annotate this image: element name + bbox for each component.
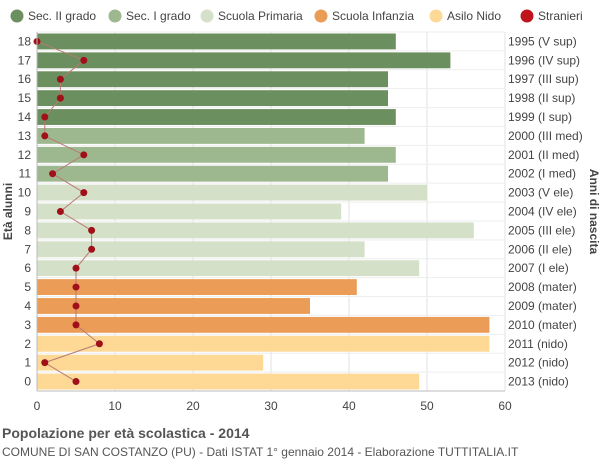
y-tick-label-right: 2004 (IV ele)	[508, 205, 577, 219]
y-tick-label: 5	[24, 280, 31, 294]
legend-marker	[429, 9, 443, 23]
bar	[37, 298, 310, 314]
y-tick-label-right: 2012 (nido)	[508, 356, 569, 370]
y-tick-label-right: 1998 (II sup)	[508, 91, 575, 105]
stranieri-point	[41, 359, 49, 367]
y-axis-title-right: Anni di nascita	[587, 169, 600, 255]
bar	[37, 52, 451, 69]
bar	[37, 165, 388, 182]
legend-label: Scuola Primaria	[218, 9, 303, 23]
stranieri-point	[56, 75, 64, 83]
x-tick-label: 60	[498, 399, 512, 413]
stranieri-point	[80, 151, 88, 159]
y-tick-label-right: 2010 (mater)	[508, 318, 577, 332]
bar	[37, 222, 474, 239]
y-tick-label-right: 2003 (V ele)	[508, 186, 573, 200]
y-tick-label: 13	[18, 129, 32, 143]
x-tick-label: 20	[186, 399, 200, 413]
y-tick-label-right: 1999 (I sup)	[508, 110, 572, 124]
legend-label: Sec. I grado	[126, 9, 191, 23]
y-tick-label: 4	[24, 299, 31, 313]
x-tick-label: 30	[264, 399, 278, 413]
bar	[37, 316, 490, 333]
stranieri-point	[72, 378, 80, 386]
y-tick-label: 12	[18, 148, 32, 162]
bar	[37, 203, 342, 220]
y-tick-label: 17	[18, 53, 32, 67]
y-tick-label: 16	[18, 72, 32, 86]
bar	[37, 33, 396, 50]
y-tick-label-right: 2000 (III med)	[508, 129, 583, 143]
stranieri-point	[95, 340, 103, 348]
stranieri-point	[72, 264, 80, 272]
y-tick-label: 1	[24, 356, 31, 370]
bar	[37, 127, 365, 144]
y-tick-label: 9	[24, 205, 31, 219]
stranieri-point	[80, 189, 88, 197]
legend-marker	[10, 9, 24, 23]
bar	[37, 90, 388, 107]
stranieri-point	[88, 245, 96, 253]
x-tick-label: 10	[108, 399, 122, 413]
bar	[37, 279, 357, 296]
legend-label: Stranieri	[538, 9, 583, 23]
stranieri-point	[41, 113, 49, 121]
legend-label: Scuola Infanzia	[332, 9, 414, 23]
y-tick-label-right: 1995 (V sup)	[508, 34, 577, 48]
chart-subtitle: COMUNE DI SAN COSTANZO (PU) - Dati ISTAT…	[2, 445, 519, 459]
y-tick-label: 10	[18, 186, 32, 200]
stranieri-point	[56, 94, 64, 102]
x-tick-label: 0	[34, 399, 41, 413]
bar	[37, 260, 420, 277]
y-tick-label: 0	[24, 375, 31, 389]
y-tick-label: 11	[19, 167, 32, 181]
stranieri-point	[72, 283, 80, 291]
y-tick-label: 18	[18, 34, 32, 48]
bar	[37, 109, 396, 125]
stranieri-point	[72, 321, 80, 329]
chart-title: Popolazione per età scolastica - 2014	[2, 425, 250, 441]
stranieri-point	[88, 226, 96, 234]
y-tick-label: 3	[24, 318, 31, 332]
legend-marker	[314, 9, 328, 23]
y-tick-label: 2	[24, 337, 31, 351]
bar	[37, 71, 388, 88]
legend-marker	[520, 9, 534, 23]
y-tick-label: 8	[24, 223, 31, 237]
bar	[37, 241, 365, 258]
legend-label: Asilo Nido	[447, 9, 501, 23]
y-tick-label: 6	[24, 261, 31, 275]
x-tick-label: 50	[420, 399, 434, 413]
stranieri-point	[41, 132, 49, 140]
legend-marker	[200, 9, 214, 23]
stranieri-point	[80, 56, 88, 64]
y-tick-label-right: 2006 (II ele)	[508, 242, 572, 256]
y-tick-label: 15	[18, 91, 32, 105]
y-tick-label-right: 2008 (mater)	[508, 280, 577, 294]
y-tick-label: 7	[24, 242, 31, 256]
bar	[37, 146, 396, 163]
bar	[37, 373, 420, 390]
y-tick-label-right: 1997 (III sup)	[508, 72, 579, 86]
legend-marker	[108, 9, 122, 23]
y-tick-label-right: 2009 (mater)	[508, 299, 577, 313]
y-tick-label-right: 2013 (nido)	[508, 375, 569, 389]
y-tick-label-right: 2001 (II med)	[508, 148, 579, 162]
y-tick-label-right: 1996 (IV sup)	[508, 53, 580, 67]
x-tick-label: 40	[342, 399, 356, 413]
y-tick-label: 14	[18, 110, 32, 124]
stranieri-point	[56, 208, 64, 215]
stranieri-point	[49, 170, 57, 178]
bar	[37, 335, 490, 352]
y-tick-label-right: 2002 (I med)	[508, 167, 576, 181]
y-tick-label-right: 2011 (nido)	[508, 337, 568, 351]
bar	[37, 354, 264, 371]
chart: Sec. II grado Sec. I grado Scuola Primaria…	[1, 9, 600, 413]
legend-label: Sec. II grado	[28, 9, 96, 23]
y-tick-label-right: 2007 (I ele)	[508, 261, 569, 275]
stranieri-point	[72, 302, 80, 310]
bar	[37, 184, 427, 201]
y-tick-label-right: 2005 (III ele)	[508, 223, 575, 237]
y-axis-title: Età alunni	[1, 183, 15, 240]
